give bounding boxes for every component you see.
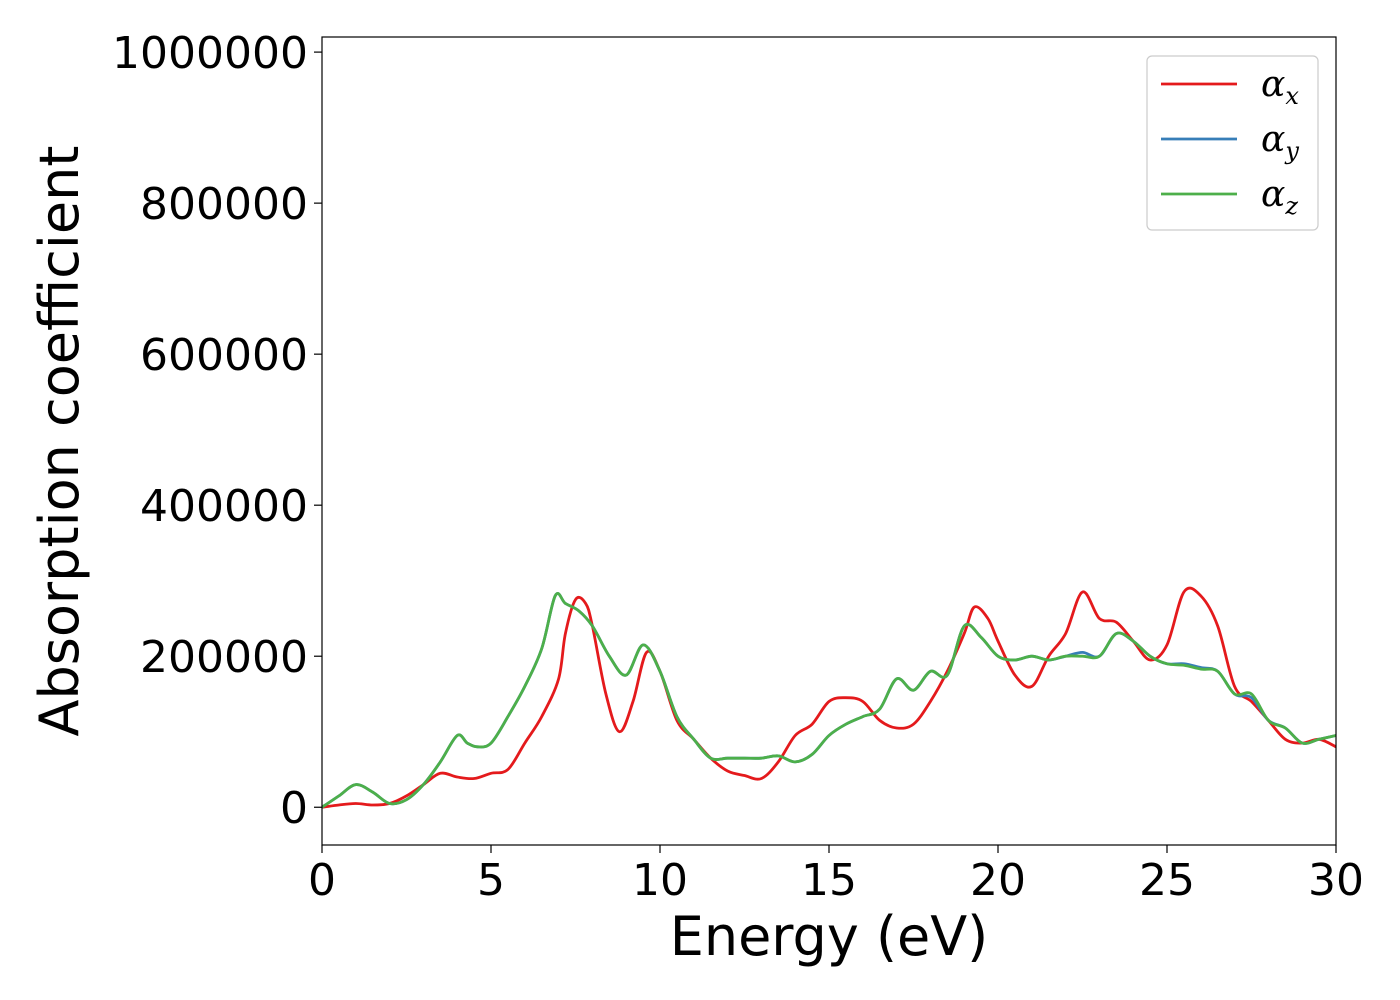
y-axis: 0 200000 400000 600000 800000 1000000 bbox=[112, 28, 322, 834]
legend-label-x: αx bbox=[1261, 64, 1299, 110]
y-axis-title: Absorption coefficient bbox=[28, 146, 91, 737]
y-tick-label: 200000 bbox=[140, 632, 308, 683]
x-tick-label: 10 bbox=[632, 855, 688, 906]
y-tick-label: 1000000 bbox=[112, 28, 308, 79]
x-tick-label: 0 bbox=[308, 855, 336, 906]
y-tick-label: 400000 bbox=[140, 481, 308, 532]
x-axis-title: Energy (eV) bbox=[670, 905, 989, 968]
y-tick-label: 800000 bbox=[140, 179, 308, 230]
legend-label-z: αz bbox=[1261, 174, 1298, 220]
x-tick-label: 15 bbox=[801, 855, 857, 906]
series-line-x bbox=[322, 586, 1336, 809]
x-axis: 0 5 10 15 20 25 30 bbox=[308, 845, 1364, 906]
x-tick-label: 30 bbox=[1308, 855, 1364, 906]
legend: αx αy αz bbox=[1146, 55, 1319, 231]
legend-box bbox=[1146, 55, 1319, 231]
x-tick-label: 25 bbox=[1139, 855, 1195, 906]
y-tick-label: 600000 bbox=[140, 330, 308, 381]
x-tick-label: 5 bbox=[477, 855, 505, 906]
series-layer bbox=[322, 586, 1336, 809]
y-tick-label: 0 bbox=[280, 783, 308, 834]
series-line-z bbox=[322, 592, 1336, 809]
x-tick-label: 20 bbox=[970, 855, 1026, 906]
legend-label-y: αy bbox=[1261, 119, 1299, 165]
